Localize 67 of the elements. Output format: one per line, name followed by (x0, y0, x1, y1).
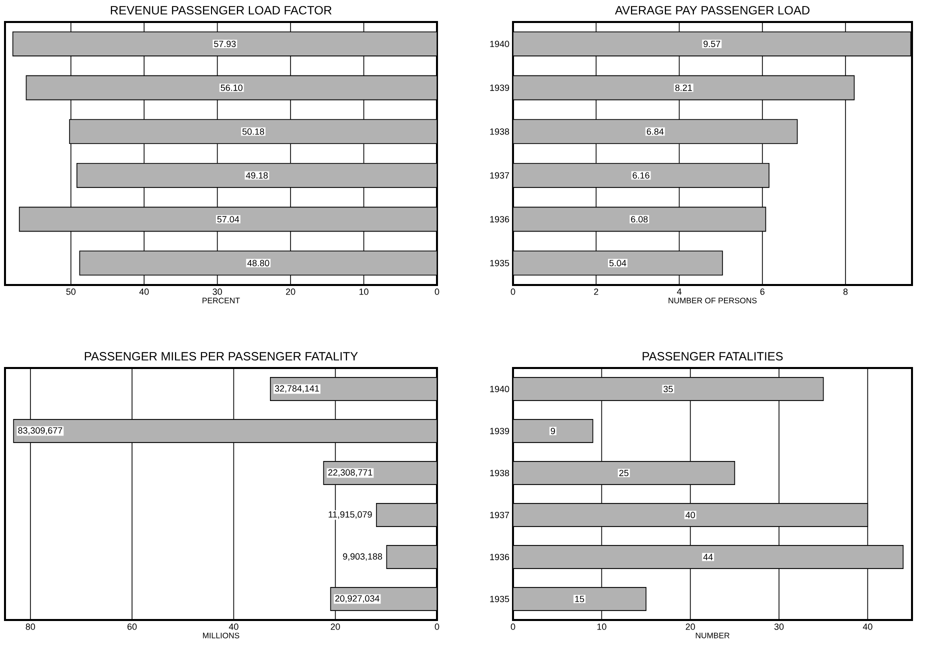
data-label: 9.57 (704, 40, 720, 48)
data-label: 6.16 (632, 172, 650, 179)
data-label: 25 (619, 470, 628, 476)
data-label: 57.93 (214, 40, 236, 48)
annotation: 22,308,771 (328, 469, 372, 477)
bar (513, 250, 723, 276)
annotation: 9,903,188 (343, 553, 382, 561)
x-tick-label: 40 (862, 624, 872, 630)
x-tick-label: 4 (676, 288, 682, 295)
chart-title: REVENUE PASSENGER LOAD FACTOR (110, 6, 332, 14)
x-tick-label: 20 (286, 288, 296, 295)
x-tick-label: 80 (26, 624, 36, 630)
data-label: 56.10 (220, 84, 242, 91)
y-tick-label: 1936 (490, 216, 510, 222)
y-tick-label: 1937 (490, 172, 510, 179)
x-tick-label: 0 (510, 288, 516, 295)
x-tick-label: 40 (228, 624, 238, 630)
x-tick-label: 10 (359, 288, 368, 295)
bar (513, 162, 770, 188)
y-tick-label: 1939 (490, 84, 510, 91)
data-label: 6.08 (631, 216, 648, 222)
data-label: 40 (686, 512, 695, 518)
data-label: 57.04 (217, 216, 240, 222)
x-tick-label: 10 (597, 624, 606, 630)
x-tick-label: 20 (686, 624, 695, 630)
x-tick-label: 30 (212, 288, 222, 295)
data-label: 15 (575, 596, 584, 602)
annotation: 11,915,079 (328, 511, 372, 519)
x-tick-label: 20 (330, 624, 340, 630)
data-label: 6.84 (646, 128, 664, 135)
y-tick-label: 1935 (490, 260, 510, 266)
y-tick-label: 1936 (490, 554, 510, 560)
x-tick-label: 0 (434, 624, 440, 630)
y-tick-label: 1939 (490, 428, 510, 434)
data-label: 35 (664, 386, 673, 392)
x-tick-label: 60 (128, 624, 137, 630)
y-tick-label: 1938 (490, 128, 510, 135)
x-tick-label: 2 (594, 288, 598, 295)
y-tick-label: 1935 (490, 596, 510, 602)
bar (513, 75, 855, 100)
data-label: 8.21 (675, 84, 692, 91)
y-tick-label: 1940 (490, 386, 510, 392)
data-label: 44 (703, 554, 713, 560)
y-tick-label: 1938 (490, 470, 510, 476)
data-label: 5.04 (609, 260, 626, 266)
data-label: 49.18 (246, 172, 268, 179)
y-tick-label: 1940 (490, 40, 510, 48)
chart-title: PASSENGER FATALITIES (642, 352, 783, 360)
x-tick-label: 50 (66, 288, 76, 295)
chart-title: PASSENGER MILES PER PASSENGER FATALITY (84, 352, 358, 360)
bar (513, 206, 766, 232)
x-tick-label: 6 (760, 288, 764, 295)
y-tick-label: 1937 (490, 512, 510, 518)
x-tick-label: 8 (843, 288, 848, 295)
bar (513, 31, 912, 56)
chart-title: AVERAGE PAY PASSENGER LOAD (614, 6, 810, 14)
data-label: 50.18 (242, 128, 264, 135)
annotation: 83,309,677 (18, 427, 62, 435)
x-tick-label: 0 (510, 624, 516, 630)
data-label: 9 (550, 428, 555, 434)
bar (513, 119, 798, 144)
x-tick-label: 40 (139, 288, 149, 295)
annotation: 32,784,141 (274, 385, 319, 393)
annotation: 20,927,034 (335, 595, 380, 603)
x-tick-label: 30 (774, 624, 784, 630)
data-label: 48.80 (247, 260, 270, 266)
x-tick-label: 0 (434, 288, 440, 295)
